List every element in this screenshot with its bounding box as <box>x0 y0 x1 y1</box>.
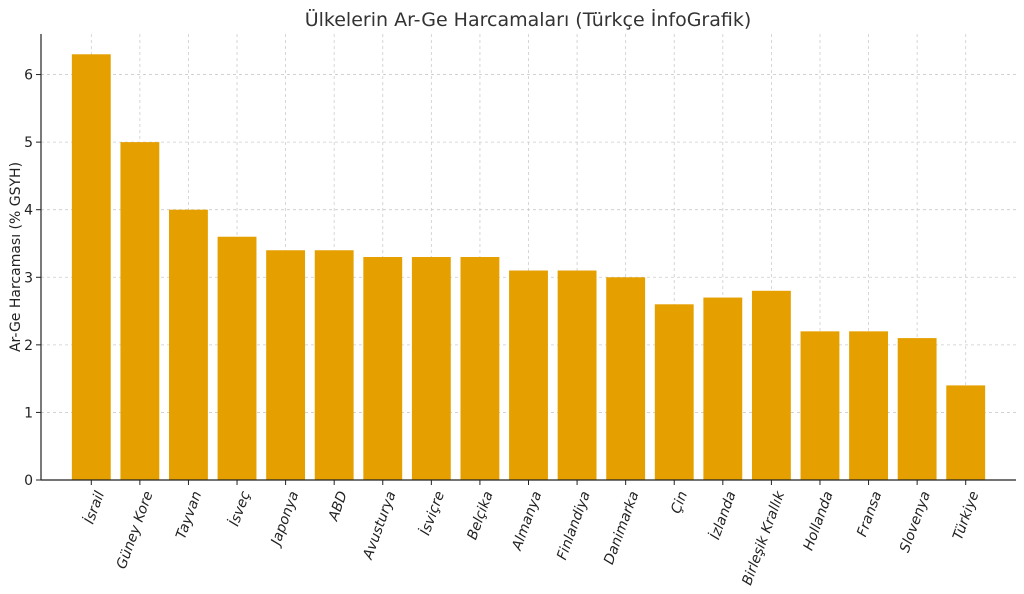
bars <box>71 54 986 481</box>
y-ticks: 0 1 2 3 4 5 6 <box>24 68 41 489</box>
bar <box>460 257 500 480</box>
bar <box>266 250 306 480</box>
x-ticks: İsrail Güney Kore Tayvan İsveç Japonya ABD Avu… <box>80 480 982 587</box>
x-tick-label: Hollanda <box>801 489 837 553</box>
x-tick-label: İzlanda <box>705 488 739 541</box>
y-tick-label: 0 <box>24 473 33 489</box>
x-tick-label: Danimarka <box>601 489 642 567</box>
x-tick-label: Belçika <box>464 489 496 542</box>
bar <box>751 290 791 480</box>
y-tick-label: 5 <box>24 135 33 151</box>
bar <box>654 304 694 480</box>
bar <box>411 257 451 480</box>
bar <box>314 250 354 480</box>
x-tick-label: Finlandiya <box>554 489 594 562</box>
bar <box>509 270 548 480</box>
x-tick-label: Almanya <box>509 489 545 553</box>
chart-title: Ülkelerin Ar-Ge Harcamaları (Türkçe İnfo… <box>305 8 752 31</box>
x-tick-label: İsviçre <box>416 488 449 537</box>
x-tick-label: Güney Kore <box>114 489 157 571</box>
bar <box>946 385 986 480</box>
bar <box>800 331 840 480</box>
x-tick-label: Japonya <box>267 489 302 550</box>
y-tick-label: 4 <box>24 203 33 219</box>
bar <box>703 297 743 480</box>
y-tick-label: 6 <box>24 68 33 84</box>
x-tick-label: Türkiye <box>950 489 982 542</box>
y-tick-label: 2 <box>24 338 33 354</box>
y-tick-label: 1 <box>24 405 33 421</box>
x-tick-label: İsrail <box>80 488 108 526</box>
y-axis-label: Ar-Ge Harcaması (% GSYH) <box>8 162 24 352</box>
x-tick-label: Fransa <box>854 489 885 539</box>
x-tick-label: İsveç <box>225 488 254 528</box>
bar <box>169 209 208 481</box>
x-tick-label: ABD <box>325 489 351 524</box>
bar <box>217 236 257 480</box>
x-tick-label: Slovenya <box>897 489 934 555</box>
x-tick-label: Avusturya <box>360 489 400 562</box>
x-tick-label: Birleşik Krallık <box>739 488 788 587</box>
bar <box>897 338 937 480</box>
x-tick-label: Tayvan <box>173 489 205 541</box>
bar <box>120 142 160 480</box>
bar <box>849 331 888 480</box>
bar <box>557 270 597 480</box>
x-tick-label: Çin <box>668 489 691 516</box>
bar <box>363 257 403 480</box>
y-tick-label: 3 <box>24 270 33 286</box>
bar <box>606 277 646 480</box>
bar <box>71 54 111 480</box>
